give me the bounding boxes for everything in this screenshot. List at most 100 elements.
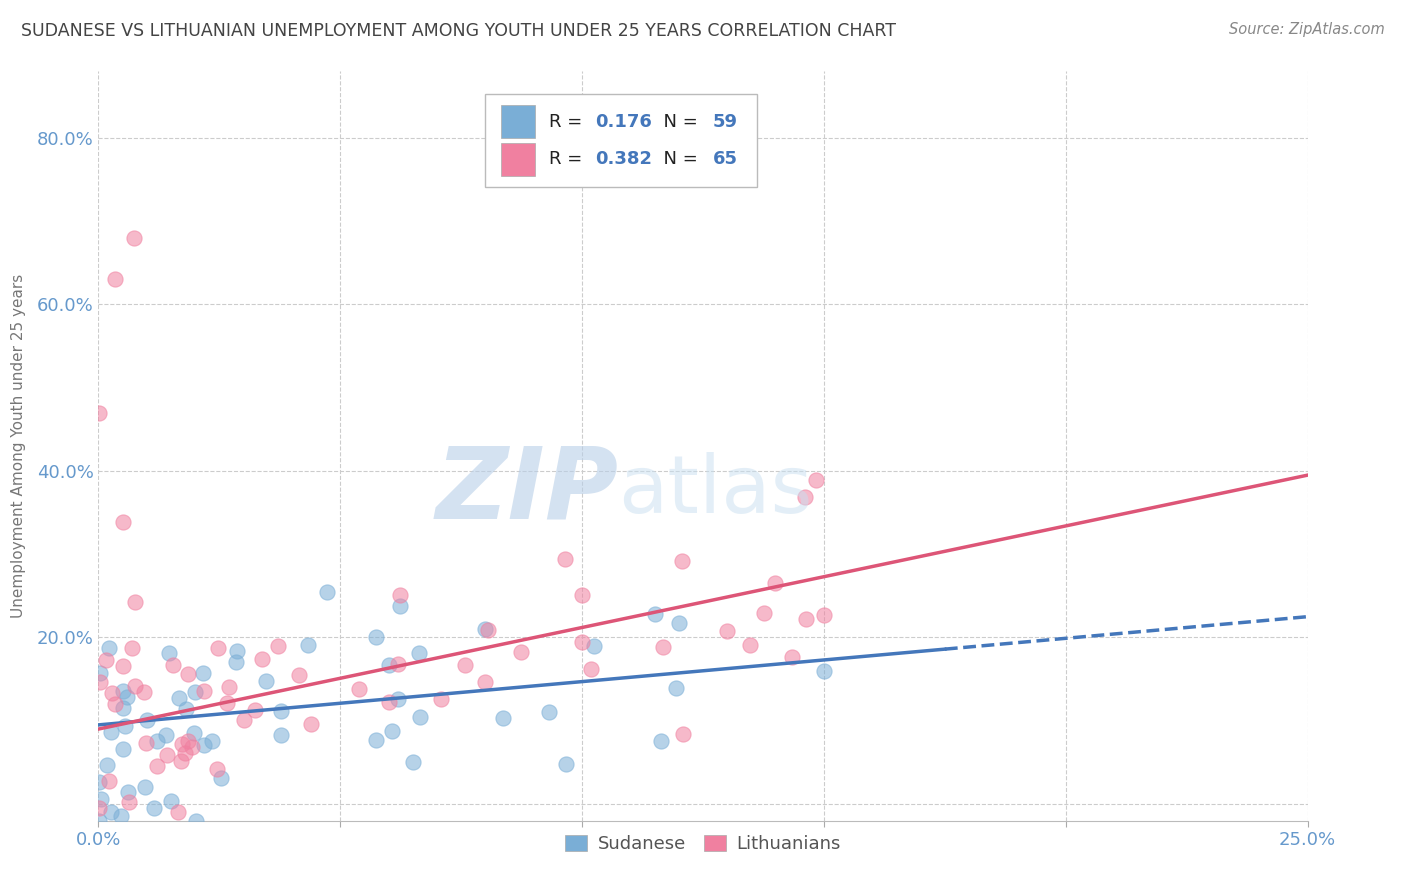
Point — [89, 801, 111, 815]
Point — [184, 685, 207, 699]
Point — [134, 780, 156, 794]
Point — [287, 667, 309, 681]
Point — [672, 727, 695, 741]
Point — [170, 754, 193, 768]
Bar — [501, 143, 534, 176]
Point — [87, 406, 110, 420]
Point — [135, 713, 157, 727]
Point — [122, 231, 145, 245]
Point — [477, 623, 499, 637]
Point — [90, 792, 112, 806]
Point — [243, 703, 266, 717]
Text: SUDANESE VS LITHUANIAN UNEMPLOYMENT AMONG YOUTH UNDER 25 YEARS CORRELATION CHART: SUDANESE VS LITHUANIAN UNEMPLOYMENT AMON… — [21, 22, 896, 40]
Point — [112, 659, 135, 673]
Point — [207, 641, 229, 656]
Point — [492, 710, 515, 724]
Point — [124, 679, 146, 693]
Point — [364, 732, 387, 747]
Point — [89, 814, 111, 828]
Point — [813, 665, 835, 679]
Point — [571, 635, 593, 649]
Point — [112, 700, 135, 714]
Point — [193, 684, 215, 698]
Point — [142, 801, 165, 815]
Point — [120, 838, 142, 853]
Text: N =: N = — [652, 112, 704, 130]
Point — [813, 608, 835, 623]
Point — [270, 728, 292, 742]
Point — [94, 652, 117, 666]
Point — [160, 794, 183, 808]
Point — [579, 662, 602, 676]
Point — [100, 805, 122, 820]
Y-axis label: Unemployment Among Youth under 25 years: Unemployment Among Youth under 25 years — [11, 274, 25, 618]
Point — [716, 624, 738, 638]
Point — [474, 623, 496, 637]
Text: N =: N = — [652, 150, 704, 168]
Point — [651, 640, 673, 654]
Point — [794, 612, 817, 626]
Point — [209, 771, 232, 785]
Point — [193, 665, 215, 680]
Point — [110, 809, 132, 823]
Point — [554, 552, 576, 566]
Point — [193, 739, 215, 753]
Point — [299, 717, 322, 731]
Point — [186, 814, 208, 828]
Point — [201, 733, 224, 747]
Point — [668, 616, 690, 631]
Point — [177, 667, 200, 681]
Point — [388, 588, 411, 602]
Point — [111, 515, 134, 529]
Point — [167, 690, 190, 705]
Point — [254, 673, 277, 688]
Point — [96, 757, 118, 772]
Point — [509, 644, 531, 658]
Legend: Sudanese, Lithuanians: Sudanese, Lithuanians — [558, 828, 848, 860]
Point — [453, 657, 475, 672]
Point — [114, 719, 136, 733]
Point — [124, 595, 146, 609]
Point — [378, 657, 401, 672]
Point — [583, 640, 606, 654]
Point — [364, 630, 387, 644]
Point — [98, 838, 121, 853]
Point — [387, 691, 409, 706]
Text: R =: R = — [550, 112, 589, 130]
Point — [347, 681, 370, 696]
Point — [225, 655, 247, 669]
Point — [217, 697, 239, 711]
Point — [763, 576, 786, 591]
Point — [104, 697, 127, 711]
Point — [155, 728, 177, 742]
Point — [218, 680, 240, 694]
Point — [174, 746, 197, 760]
Point — [177, 733, 200, 747]
Point — [555, 756, 578, 771]
Point — [146, 758, 169, 772]
Point — [159, 646, 181, 660]
Point — [97, 640, 120, 655]
Point — [117, 785, 139, 799]
Point — [89, 675, 111, 690]
Point — [145, 733, 167, 747]
Point — [538, 705, 561, 719]
Text: 0.382: 0.382 — [595, 150, 652, 168]
Point — [270, 704, 292, 718]
Point — [806, 474, 828, 488]
Point — [183, 726, 205, 740]
Point — [665, 681, 688, 696]
Point — [671, 554, 693, 568]
Point — [780, 649, 803, 664]
Point — [135, 736, 157, 750]
Point — [377, 694, 399, 708]
Point — [381, 724, 404, 739]
Point — [115, 690, 138, 704]
Point — [101, 686, 124, 700]
Point — [87, 775, 110, 789]
Point — [409, 710, 432, 724]
Text: 0.176: 0.176 — [595, 112, 652, 130]
Point — [172, 737, 194, 751]
Point — [408, 646, 430, 660]
FancyBboxPatch shape — [485, 94, 758, 187]
